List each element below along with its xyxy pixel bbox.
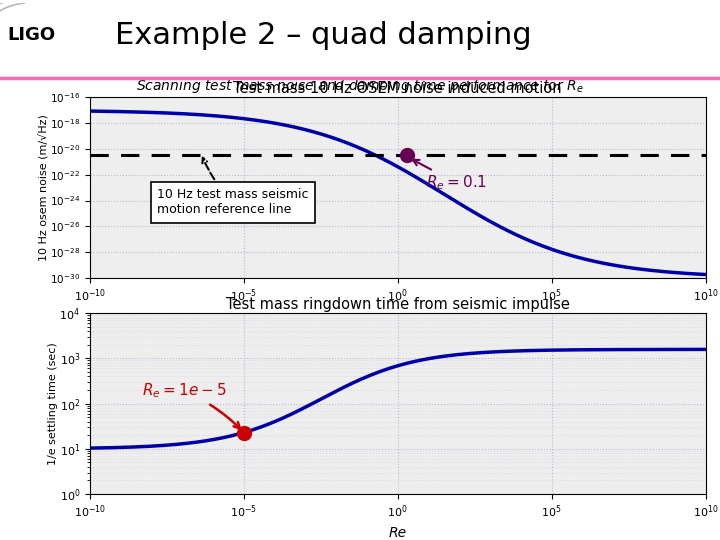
Text: 10 Hz test mass seismic
motion reference line: 10 Hz test mass seismic motion reference… xyxy=(157,158,308,217)
Title: Test mass ringdown time from seismic impulse: Test mass ringdown time from seismic imp… xyxy=(226,297,570,312)
Text: LIGO: LIGO xyxy=(7,26,55,44)
Text: Scanning test mass noise and damping time performance for $R_e$: Scanning test mass noise and damping tim… xyxy=(136,77,584,96)
X-axis label: Re: Re xyxy=(389,526,407,540)
Title: Test mass 10 Hz OSEM noise induced motion: Test mass 10 Hz OSEM noise induced motio… xyxy=(233,81,562,96)
Y-axis label: 1/e settling time (sec): 1/e settling time (sec) xyxy=(48,342,58,465)
Text: Example 2 – quad damping: Example 2 – quad damping xyxy=(115,21,532,50)
Text: $R_e=1e-5$: $R_e=1e-5$ xyxy=(143,382,240,429)
Text: $R_e = 0.1$: $R_e = 0.1$ xyxy=(413,160,487,192)
Y-axis label: 10 Hz osem noise (m/√Hz): 10 Hz osem noise (m/√Hz) xyxy=(38,114,49,261)
